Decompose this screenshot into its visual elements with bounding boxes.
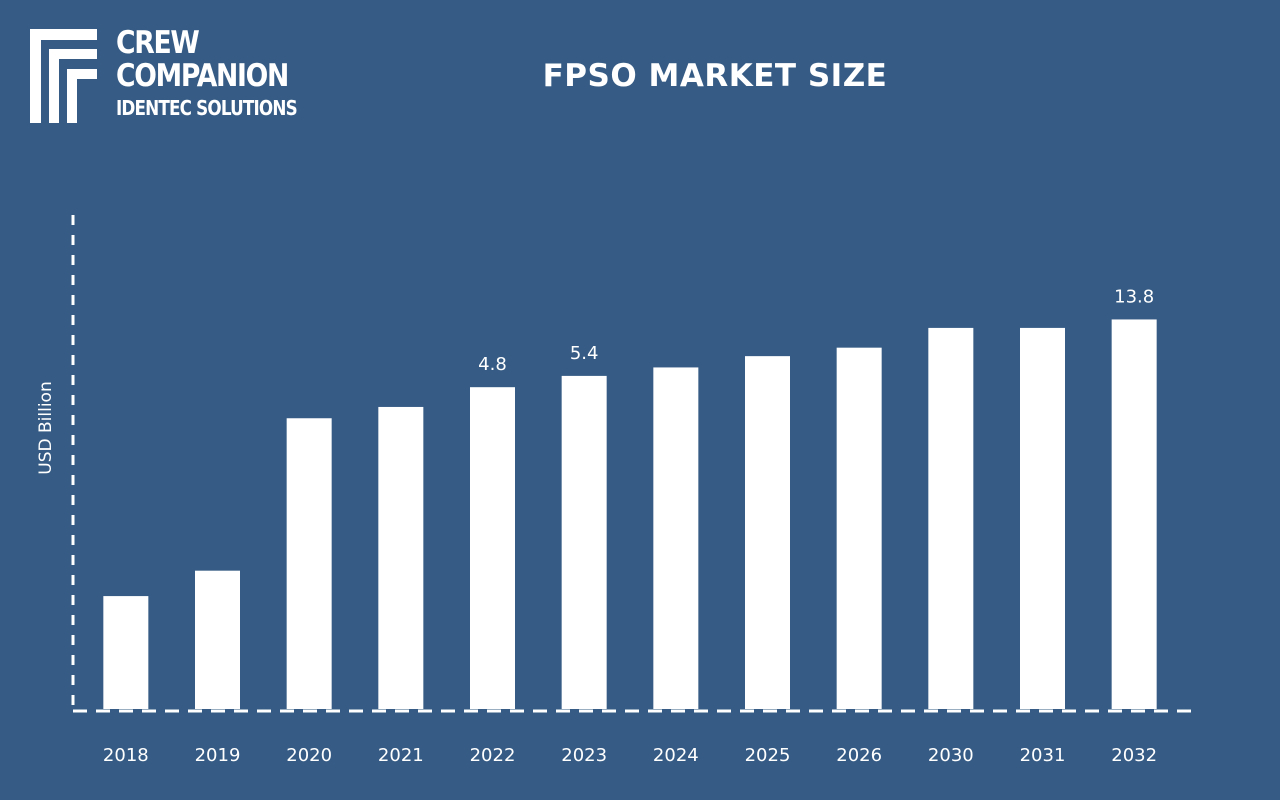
chart-title: FPSO MARKET SIZE — [542, 58, 888, 94]
x-tick-label-2022: 2022 — [470, 745, 516, 766]
data-label-2023: 5.4 — [570, 343, 599, 364]
brand-line-crew: CREW — [116, 25, 200, 61]
bar-2031 — [1020, 327, 1065, 709]
data-label-2032: 13.8 — [1114, 286, 1154, 307]
bar-2022 — [470, 387, 515, 709]
bar-2018 — [103, 596, 149, 709]
x-tick-label-2020: 2020 — [286, 745, 332, 766]
bar-2026 — [836, 347, 882, 709]
x-tick-label-2032: 2032 — [1111, 745, 1157, 766]
bar-2024 — [653, 367, 699, 709]
x-tick-label-2021: 2021 — [378, 745, 424, 766]
crew-companion-logo-icon — [30, 29, 97, 123]
brand-wordmark: CREW COMPANION IDENTEC SOLUTIONS — [116, 25, 331, 120]
brand-line-companion: COMPANION — [116, 58, 289, 94]
x-tick-label-2025: 2025 — [745, 745, 791, 766]
x-tick-label-2019: 2019 — [195, 745, 241, 766]
brand-line-identec: IDENTEC SOLUTIONS — [116, 96, 298, 120]
x-tick-label-2023: 2023 — [561, 745, 607, 766]
x-tick-label-2031: 2031 — [1020, 745, 1066, 766]
x-tick-label-2026: 2026 — [836, 745, 882, 766]
bar-2023 — [561, 375, 607, 709]
data-label-2022: 4.8 — [478, 354, 507, 375]
x-tick-label-2018: 2018 — [103, 745, 149, 766]
bar-2032 — [1111, 319, 1157, 709]
bar-2019 — [195, 570, 240, 709]
bar-2020 — [286, 418, 332, 709]
bar-2021 — [378, 406, 424, 709]
x-tick-label-2030: 2030 — [928, 745, 974, 766]
bar-2025 — [745, 356, 790, 709]
bar-2030 — [928, 327, 974, 709]
x-tick-label-2024: 2024 — [653, 745, 699, 766]
